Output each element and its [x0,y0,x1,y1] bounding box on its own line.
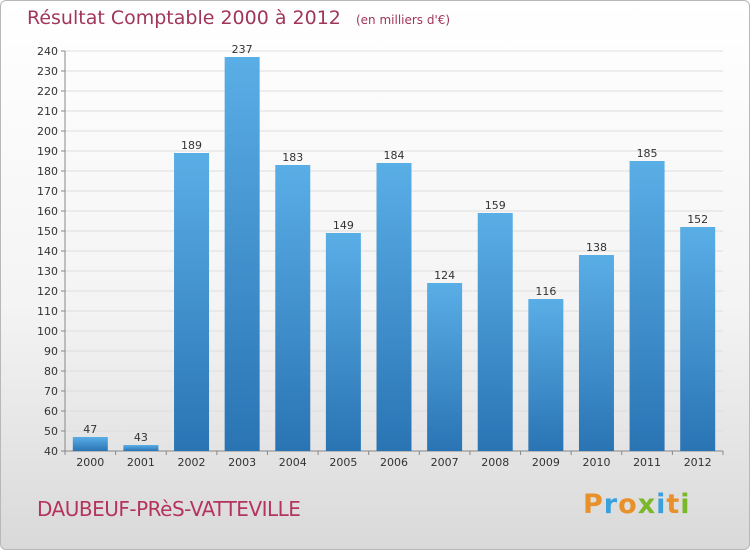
y-tick-label: 40 [44,445,58,458]
y-tick-label: 180 [37,165,58,178]
y-tick-label: 60 [44,405,58,418]
bar-2005[interactable] [325,233,361,451]
value-label-2012: 152 [687,213,708,226]
value-label-2006: 184 [384,149,405,162]
logo-letter: t [666,489,681,520]
value-label-2001: 43 [134,431,148,444]
y-tick-label: 110 [37,305,58,318]
value-label-2009: 116 [535,285,556,298]
bar-2007[interactable] [427,283,463,451]
x-tick-label-2007: 2007 [431,456,459,469]
x-tick-label-2003: 2003 [228,456,256,469]
labels: 47 2000 43 2001 189 2002 237 2003 183 2004 149 2005… [76,43,711,469]
y-tick-label: 70 [44,385,58,398]
y-tick-label: 80 [44,365,58,378]
y-tick-label: 160 [37,205,58,218]
logo-letter: o [618,489,638,520]
proxiti-logo[interactable]: Proxiti [583,489,691,520]
x-tick-label-2002: 2002 [178,456,206,469]
y-tick-label: 240 [37,45,58,58]
x-tick-label-2011: 2011 [633,456,661,469]
x-tick-label-2010: 2010 [582,456,610,469]
logo-letter: i [680,489,691,520]
y-tick-label: 120 [37,285,58,298]
y-tick-label: 100 [37,325,58,338]
x-tick-label-2009: 2009 [532,456,560,469]
y-tick-label: 210 [37,105,58,118]
x-tick-label-2012: 2012 [684,456,712,469]
bar-2002[interactable] [174,153,210,451]
y-tick-label: 230 [37,65,58,78]
y-tick-label: 140 [37,245,58,258]
value-label-2004: 183 [282,151,303,164]
logo-letter: x [637,489,657,520]
x-tick-label-2008: 2008 [481,456,509,469]
bar-2012[interactable] [680,227,716,451]
title-row: Résultat Comptable 2000 à 2012 (en milli… [27,7,450,29]
value-label-2011: 185 [637,147,658,160]
bar-2008[interactable] [477,213,513,451]
y-tick-label: 130 [37,265,58,278]
logo-letter: i [656,489,667,520]
bar-2010[interactable] [578,255,614,451]
bars [72,57,716,451]
bar-2003[interactable] [224,57,260,451]
y-tick-label: 150 [37,225,58,238]
bar-2001[interactable] [123,445,159,451]
value-label-2007: 124 [434,269,455,282]
bar-2000[interactable] [72,437,108,451]
chart-title: Résultat Comptable 2000 à 2012 [27,7,341,29]
value-label-2010: 138 [586,241,607,254]
value-label-2002: 189 [181,139,202,152]
bar-2011[interactable] [629,161,665,451]
y-tick-label: 50 [44,425,58,438]
y-tick-label: 200 [37,125,58,138]
x-tick-label-2006: 2006 [380,456,408,469]
bar-2006[interactable] [376,163,412,451]
value-label-2005: 149 [333,219,354,232]
bar-2009[interactable] [528,299,564,451]
y-tick-label: 90 [44,345,58,358]
value-label-2003: 237 [232,43,253,56]
bar-2004[interactable] [275,165,311,451]
logo-letter: P [583,489,604,520]
chart-subtitle: (en milliers d'€) [355,13,451,27]
value-label-2000: 47 [83,423,97,436]
value-label-2008: 159 [485,199,506,212]
x-tick-label-2000: 2000 [76,456,104,469]
x-tick-label-2001: 2001 [127,456,155,469]
x-tick-label-2005: 2005 [329,456,357,469]
y-tick-label: 220 [37,85,58,98]
x-tick-label-2004: 2004 [279,456,307,469]
commune-name: DAUBEUF-PRèS-VATTEVILLE [37,497,301,521]
y-tick-label: 190 [37,145,58,158]
logo-letter: r [603,489,619,520]
y-tick-label: 170 [37,185,58,198]
